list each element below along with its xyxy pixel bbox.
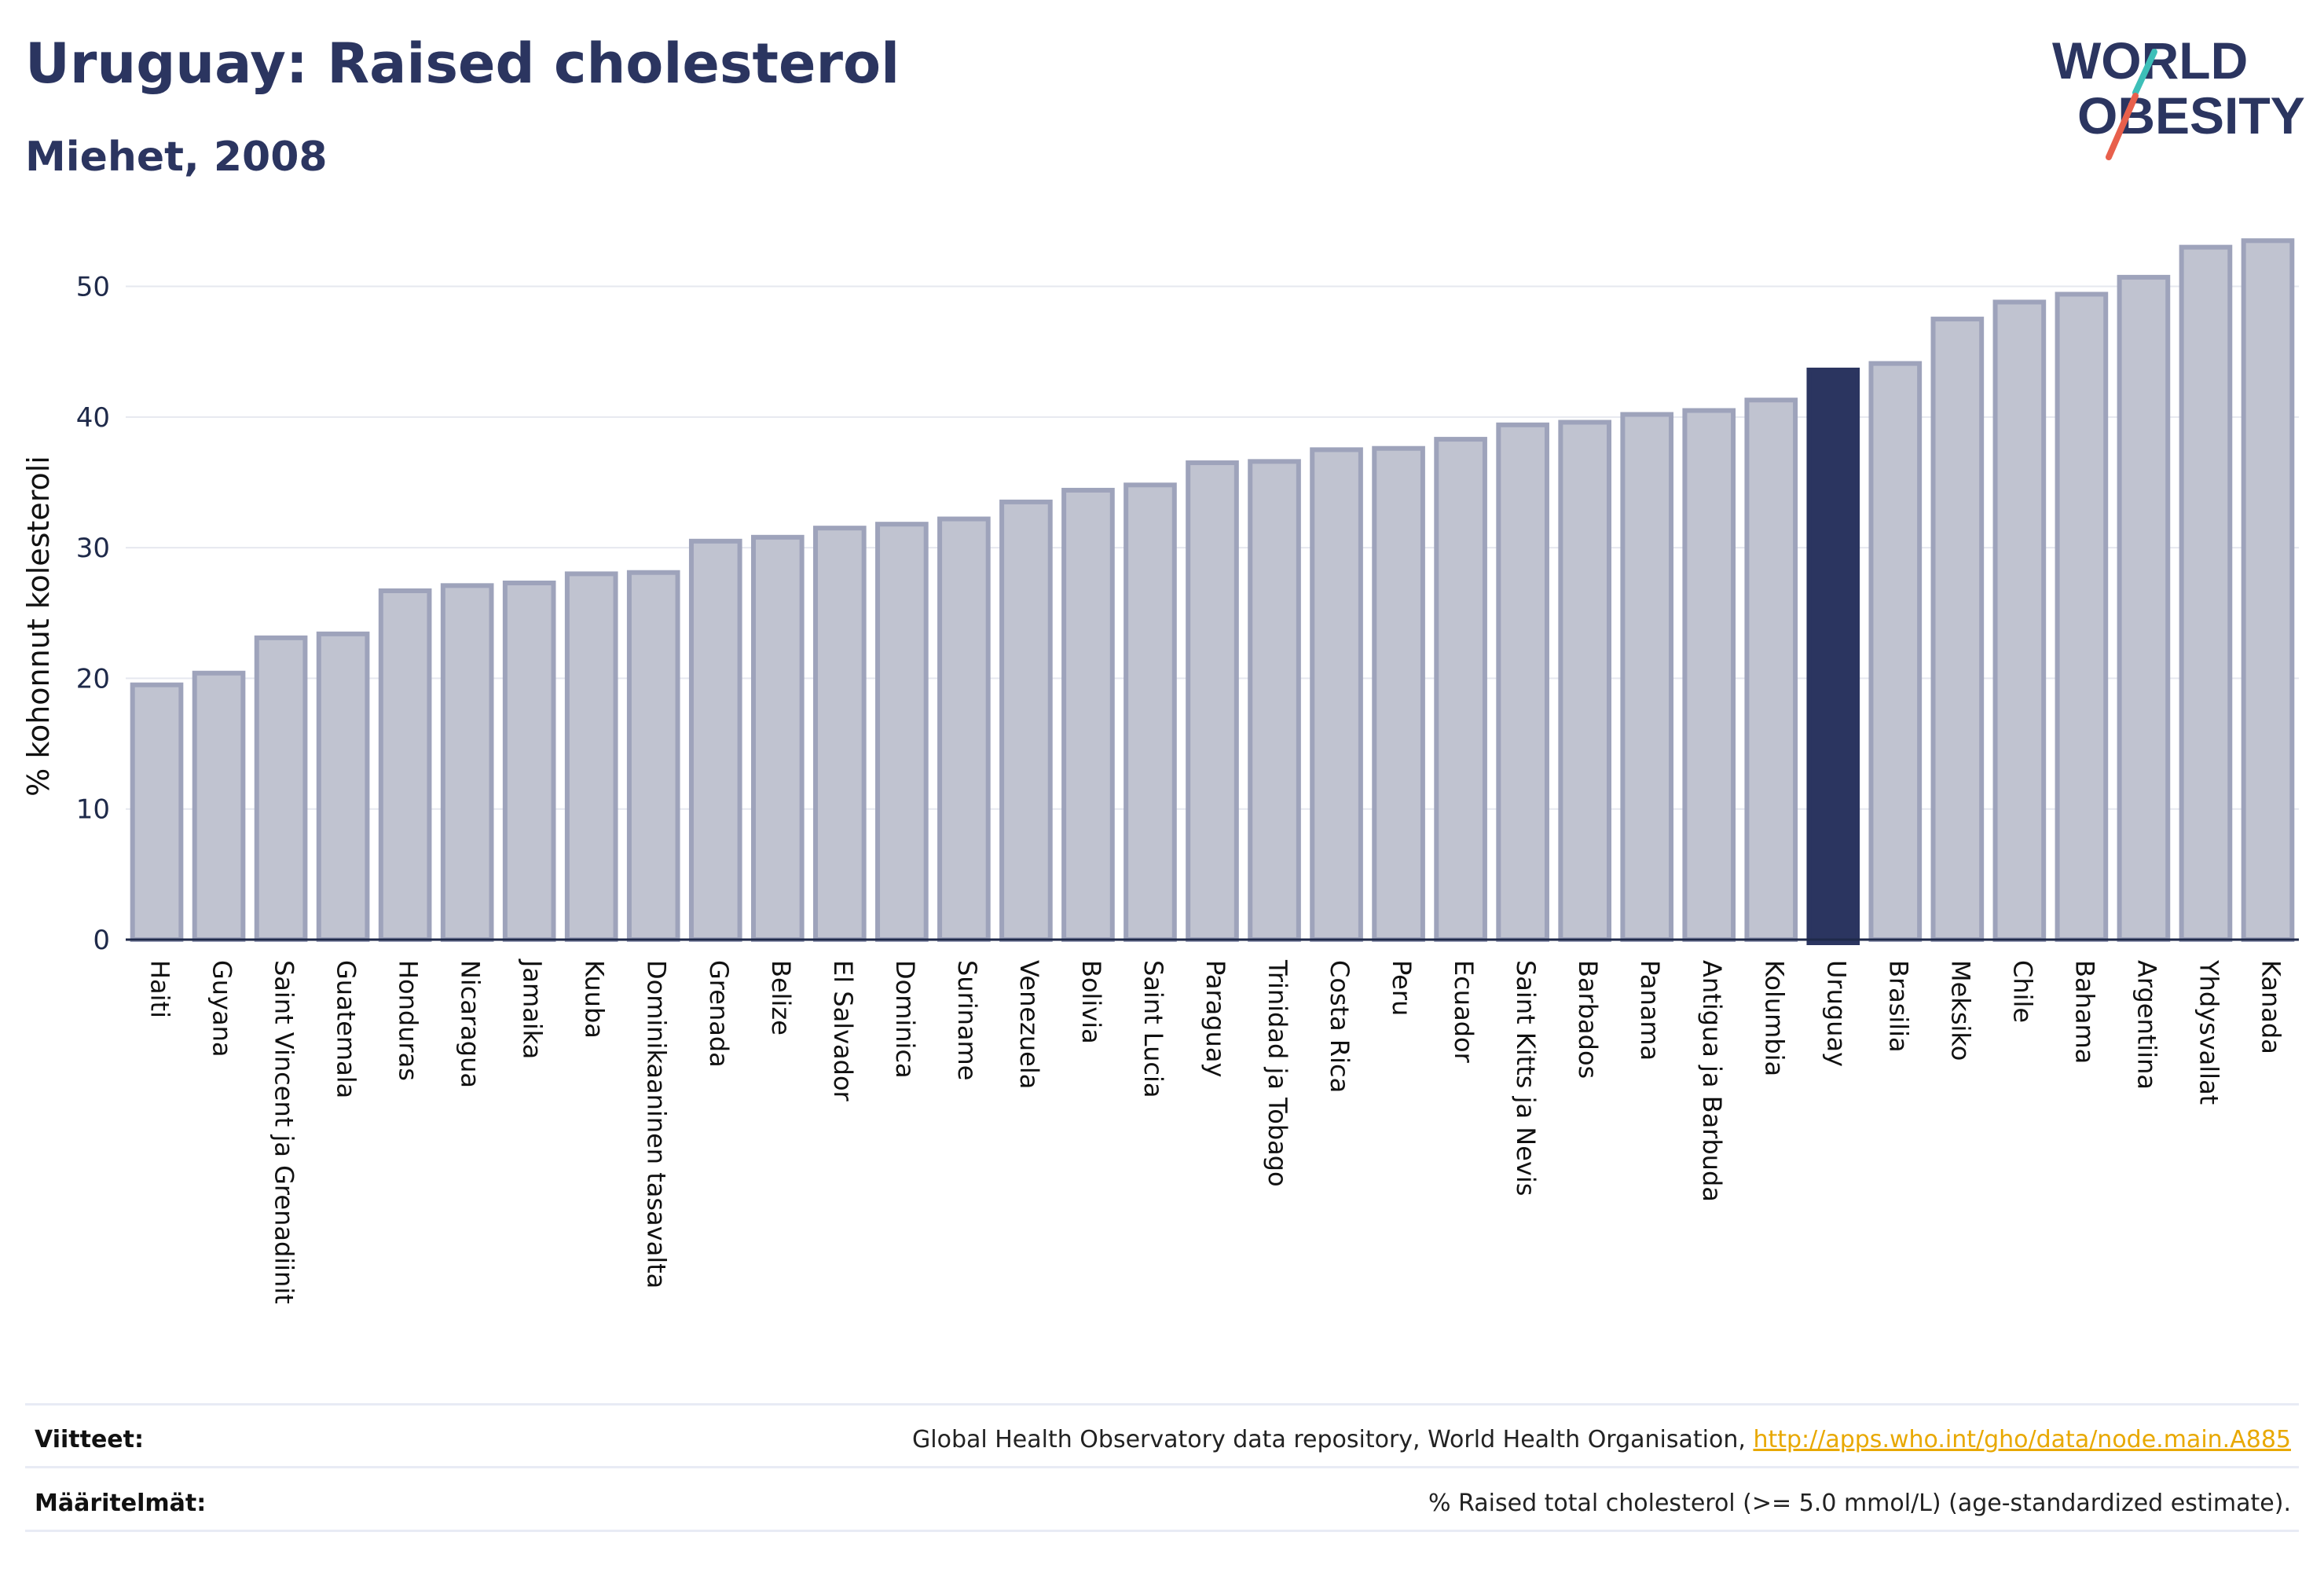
x-tick-label: Suriname	[952, 960, 982, 1080]
y-tick-label: 20	[76, 663, 110, 695]
x-tick-label: Grenada	[704, 960, 734, 1068]
x-tick-label: Venezuela	[1014, 960, 1044, 1089]
footer-divider	[25, 1466, 2299, 1468]
x-tick-label: Kuuba	[580, 960, 610, 1039]
x-tick-label: Saint Vincent ja Grenadiinit	[269, 960, 299, 1304]
bar	[1436, 439, 1485, 940]
bar	[1064, 490, 1113, 940]
bar	[1560, 422, 1609, 940]
bar	[691, 541, 740, 940]
sources-text: Global Health Observatory data repositor…	[912, 1426, 2291, 1453]
x-tick-label: Belize	[766, 960, 796, 1035]
x-tick-label: Jamaika	[518, 958, 548, 1059]
y-tick-label: 10	[76, 794, 110, 826]
x-tick-label: Haiti	[145, 960, 175, 1018]
x-tick-label: Saint Kitts ja Nevis	[1511, 960, 1541, 1196]
x-tick-label: Guatemala	[332, 960, 361, 1098]
x-tick-label: Meksiko	[1945, 960, 1975, 1061]
bar	[381, 591, 430, 940]
bar	[505, 583, 554, 940]
x-tick-label: Trinidad ja Tobago	[1263, 959, 1292, 1187]
bar	[567, 574, 616, 940]
bar	[629, 573, 678, 940]
bar	[1622, 414, 1671, 940]
x-tick-label: Uruguay	[1821, 960, 1851, 1067]
bar	[2058, 294, 2106, 940]
bar	[2182, 247, 2231, 940]
x-tick-labels: Haiti Guyana Saint Vincent ja Grenadiinit G…	[145, 958, 2286, 1304]
bar	[443, 585, 492, 940]
bar	[257, 638, 306, 940]
sources-description: Global Health Observatory data repositor…	[912, 1426, 1753, 1453]
bar	[2120, 277, 2168, 940]
y-tick-label: 50	[76, 272, 110, 303]
x-tick-label: Panama	[1635, 960, 1665, 1061]
x-tick-label: Kanada	[2256, 960, 2286, 1054]
x-tick-label: Brasilia	[1883, 960, 1913, 1053]
x-tick-label: Barbados	[1573, 960, 1603, 1079]
bar	[2244, 240, 2293, 940]
definitions-label: Määritelmät:	[35, 1490, 206, 1517]
bar	[1871, 364, 1919, 940]
bar	[878, 524, 926, 940]
footer-divider	[25, 1530, 2299, 1532]
bar-chart: 0 10 20 30 40 50 Haiti Guyana Saint Vincent ja …	[0, 0, 2324, 1398]
sources-label: Viitteet:	[35, 1426, 144, 1453]
bar	[1374, 449, 1423, 940]
x-tick-label: Yhdysvallat	[2194, 959, 2223, 1105]
y-axis-label: % kohonnut kolesteroli	[21, 456, 56, 797]
x-tick-label: Costa Rica	[1325, 960, 1354, 1093]
x-tick-label: Nicaragua	[456, 960, 486, 1088]
x-tick-label: Kolumbia	[1759, 960, 1789, 1076]
bar	[1684, 411, 1733, 940]
bar	[1002, 502, 1050, 940]
bar-highlighted	[1809, 370, 1857, 943]
x-tick-label: Guyana	[207, 960, 237, 1057]
bar	[816, 528, 864, 940]
bar	[753, 537, 802, 940]
x-tick-label: Bahama	[2069, 960, 2099, 1064]
x-tick-label: Bolivia	[1076, 960, 1106, 1044]
bar	[1126, 485, 1175, 940]
bar	[940, 519, 988, 940]
x-tick-label: Peru	[1387, 960, 1417, 1016]
x-tick-label: El Salvador	[828, 960, 858, 1102]
x-tick-label: Dominica	[890, 960, 920, 1079]
bar	[1188, 463, 1237, 940]
x-tick-label: Ecuador	[1449, 960, 1479, 1064]
definitions-text: % Raised total cholesterol (>= 5.0 mmol/…	[1428, 1490, 2291, 1517]
y-tick-label: 30	[76, 533, 110, 564]
bar	[319, 634, 368, 940]
x-tick-label: Honduras	[394, 960, 423, 1081]
bars	[133, 240, 2293, 943]
sources-link[interactable]: http://apps.who.int/gho/data/node.main.A…	[1753, 1426, 2291, 1453]
bar	[1250, 461, 1299, 940]
x-tick-label: Chile	[2007, 960, 2037, 1023]
bar	[1747, 400, 1795, 940]
x-tick-label: Antigua ja Barbuda	[1697, 960, 1727, 1202]
bar	[133, 685, 181, 940]
x-tick-label: Saint Lucia	[1138, 960, 1168, 1098]
bar	[1996, 302, 2044, 940]
x-tick-label: Paraguay	[1200, 960, 1230, 1077]
y-tick-label: 40	[76, 402, 110, 434]
x-tick-label: Argentiina	[2132, 960, 2161, 1090]
bar	[1934, 319, 1982, 940]
x-tick-label: Dominikaaninen tasavalta	[642, 960, 672, 1288]
bar	[1498, 425, 1547, 940]
bar	[1312, 449, 1361, 940]
bar	[195, 673, 244, 940]
y-tick-labels: 0 10 20 30 40 50	[76, 272, 110, 956]
y-tick-label: 0	[93, 925, 110, 956]
footer-divider	[25, 1403, 2299, 1406]
